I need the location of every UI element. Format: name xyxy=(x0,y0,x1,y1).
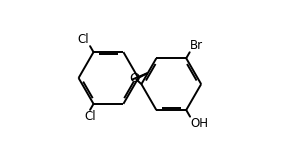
Text: OH: OH xyxy=(190,117,208,130)
Text: Cl: Cl xyxy=(78,33,89,46)
Text: O: O xyxy=(129,72,140,85)
Text: Cl: Cl xyxy=(84,110,95,123)
Text: Br: Br xyxy=(190,39,203,52)
